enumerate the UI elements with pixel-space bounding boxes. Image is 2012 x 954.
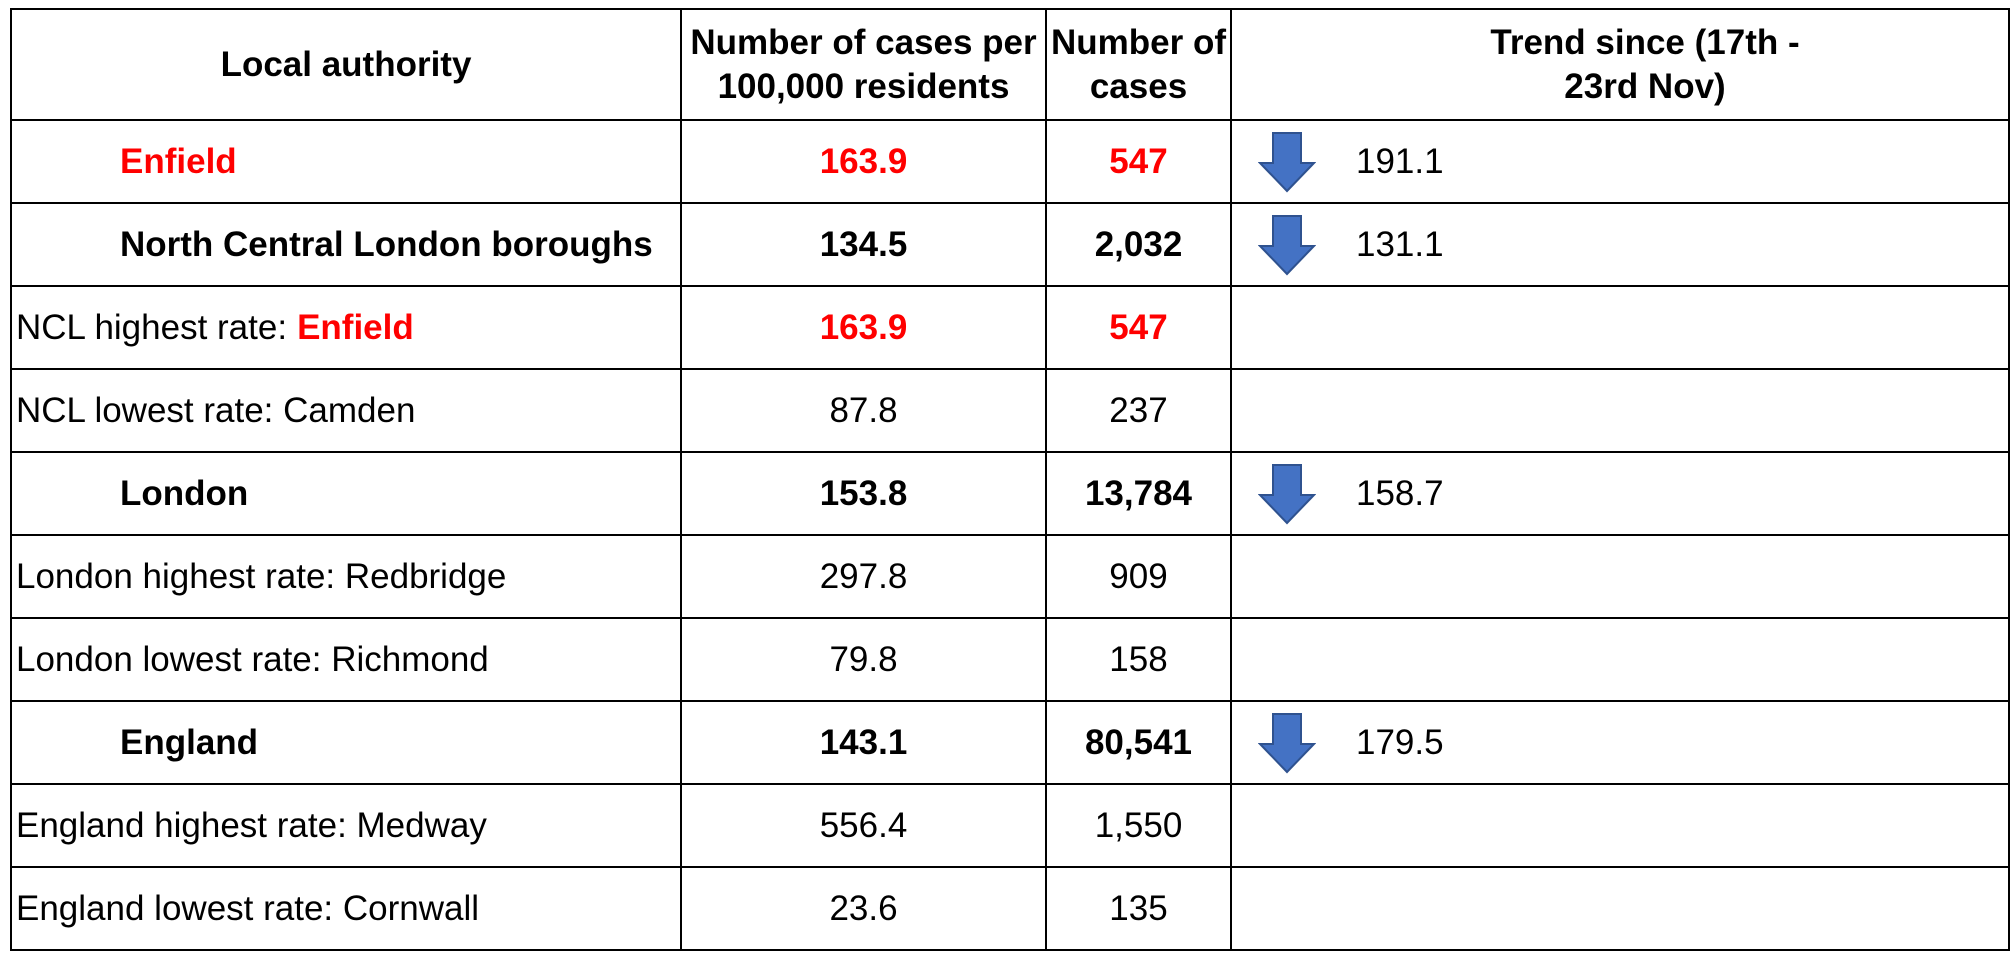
trend-cell bbox=[1230, 285, 2010, 370]
row: NCL highest rate: Enfield 163.9 547 bbox=[10, 285, 2010, 370]
trend-cell: 179.5 bbox=[1230, 700, 2010, 785]
trend-cell bbox=[1230, 534, 2010, 619]
label: NCL highest rate: bbox=[16, 307, 288, 347]
label-cell: London bbox=[10, 451, 682, 536]
row: London 153.8 13,784 158.7 bbox=[10, 451, 2010, 536]
rate-cell: 297.8 bbox=[680, 534, 1047, 619]
row: England lowest rate: Cornwall 23.6 135 bbox=[10, 866, 2010, 951]
row: Enfield 163.9 547 191.1 bbox=[10, 119, 2010, 204]
row: NCL lowest rate: Camden 87.8 237 bbox=[10, 368, 2010, 453]
header-cell: Number of cases bbox=[1045, 8, 1232, 121]
label-cell: North Central London boroughs bbox=[10, 202, 682, 287]
label: Enfield bbox=[120, 141, 237, 181]
label: England lowest rate: Cornwall bbox=[16, 888, 480, 928]
down-arrow bbox=[1257, 131, 1317, 192]
cases-cell: 80,541 bbox=[1045, 700, 1232, 785]
row: London highest rate: Redbridge 297.8 909 bbox=[10, 534, 2010, 619]
trend-value: 191.1 bbox=[1356, 141, 1444, 181]
row: England highest rate: Medway 556.4 1,550 bbox=[10, 783, 2010, 868]
rate-cell: 163.9 bbox=[680, 285, 1047, 370]
rate-cell: 79.8 bbox=[680, 617, 1047, 702]
label: NCL lowest rate: Camden bbox=[16, 390, 416, 430]
label-cell: England highest rate: Medway bbox=[10, 783, 682, 868]
label: North Central London boroughs bbox=[120, 224, 653, 264]
rate-cell: 143.1 bbox=[680, 700, 1047, 785]
down-arrow bbox=[1257, 712, 1317, 773]
label: England bbox=[120, 722, 259, 762]
header-cell: Number of cases per 100,000 residents bbox=[680, 8, 1047, 121]
label-cell: England bbox=[10, 700, 682, 785]
trend-cell bbox=[1230, 368, 2010, 453]
rate-cell: 87.8 bbox=[680, 368, 1047, 453]
cases-cell: 1,550 bbox=[1045, 783, 1232, 868]
down-arrow bbox=[1257, 214, 1317, 275]
row: England 143.1 80,541 179.5 bbox=[10, 700, 2010, 785]
label-cell: London lowest rate: Richmond bbox=[10, 617, 682, 702]
label-cell: NCL highest rate: Enfield bbox=[10, 285, 682, 370]
cases-table: Local authority Number of cases per 100,… bbox=[10, 8, 2010, 951]
trend-cell bbox=[1230, 783, 2010, 868]
label-cell: England lowest rate: Cornwall bbox=[10, 866, 682, 951]
rate-cell: 134.5 bbox=[680, 202, 1047, 287]
label-cell: Enfield bbox=[10, 119, 682, 204]
header-cell: Trend since (17th - 23rd Nov) bbox=[1230, 8, 2010, 121]
trend-cell bbox=[1230, 617, 2010, 702]
down-arrow bbox=[1257, 463, 1317, 524]
trend-cell bbox=[1230, 866, 2010, 951]
cases-cell: 237 bbox=[1045, 368, 1232, 453]
rate-cell: 23.6 bbox=[680, 866, 1047, 951]
cases-cell: 135 bbox=[1045, 866, 1232, 951]
cases-cell: 13,784 bbox=[1045, 451, 1232, 536]
header-cell: Local authority bbox=[10, 8, 682, 121]
cases-cell: 909 bbox=[1045, 534, 1232, 619]
rate-cell: 163.9 bbox=[680, 119, 1047, 204]
label-cell: NCL lowest rate: Camden bbox=[10, 368, 682, 453]
cases-cell: 158 bbox=[1045, 617, 1232, 702]
trend-value: 179.5 bbox=[1356, 722, 1444, 762]
trend-cell: 158.7 bbox=[1230, 451, 2010, 536]
row: North Central London boroughs 134.5 2,032 1… bbox=[10, 202, 2010, 287]
cases-cell: 547 bbox=[1045, 119, 1232, 204]
row: London lowest rate: Richmond 79.8 158 bbox=[10, 617, 2010, 702]
cases-cell: 547 bbox=[1045, 285, 1232, 370]
header-row: Local authority Number of cases per 100,… bbox=[10, 8, 2010, 121]
trend-cell: 131.1 bbox=[1230, 202, 2010, 287]
trend-cell: 191.1 bbox=[1230, 119, 2010, 204]
rate-cell: 556.4 bbox=[680, 783, 1047, 868]
label-highlight: Enfield bbox=[297, 307, 414, 347]
label: London lowest rate: Richmond bbox=[16, 639, 489, 679]
label: London bbox=[120, 473, 249, 513]
label: London highest rate: Redbridge bbox=[16, 556, 507, 596]
trend-value: 158.7 bbox=[1356, 473, 1444, 513]
rate-cell: 153.8 bbox=[680, 451, 1047, 536]
label: England highest rate: Medway bbox=[16, 805, 487, 845]
cases-cell: 2,032 bbox=[1045, 202, 1232, 287]
label-cell: London highest rate: Redbridge bbox=[10, 534, 682, 619]
trend-value: 131.1 bbox=[1356, 224, 1444, 264]
